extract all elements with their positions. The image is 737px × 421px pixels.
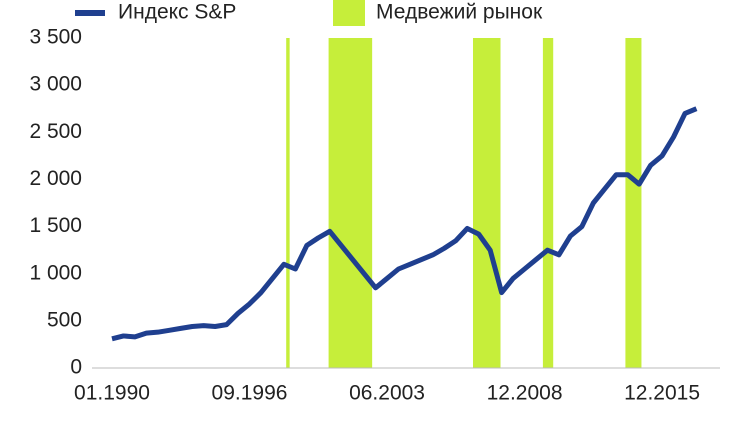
y-tick-label: 1 000 xyxy=(29,261,82,284)
y-tick-label: 3 000 xyxy=(29,73,82,96)
bear-market-band xyxy=(286,38,290,368)
bear-market-band xyxy=(625,38,642,368)
x-tick-label: 06.2003 xyxy=(349,382,425,405)
legend-swatch xyxy=(333,0,365,26)
x-tick-label: 09.1996 xyxy=(212,382,288,405)
y-tick-label: 1 500 xyxy=(29,214,82,237)
y-tick-label: 2 000 xyxy=(29,167,82,190)
y-tick-label: 3 500 xyxy=(29,26,82,49)
y-tick-label: 0 xyxy=(70,356,82,379)
bear-market-band xyxy=(472,38,501,368)
y-tick-label: 500 xyxy=(47,308,82,331)
x-tick-label: 12.2008 xyxy=(487,382,563,405)
y-tick-label: 2 500 xyxy=(29,120,82,143)
legend-label: Медвежий рынок xyxy=(376,1,543,24)
legend-label: Индекс S&P xyxy=(118,1,236,24)
bear-market-band xyxy=(542,38,554,368)
x-tick-label: 12.2015 xyxy=(624,382,700,405)
index-line xyxy=(111,106,698,342)
bear-market-band xyxy=(328,38,373,368)
x-tick-label: 01.1990 xyxy=(74,382,150,405)
